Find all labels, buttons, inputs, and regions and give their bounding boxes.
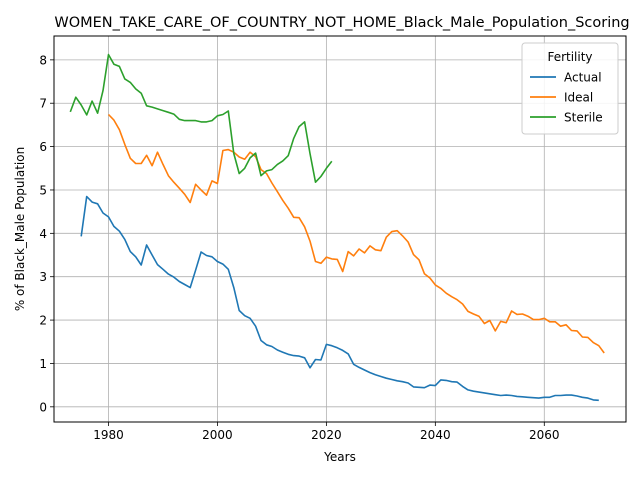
- series-layer: [69, 53, 605, 402]
- y-tick-label: 0: [39, 400, 47, 414]
- y-axis: 0 1 2 3 4 5 6 7 8: [39, 53, 54, 414]
- y-tick-label: 8: [39, 53, 47, 67]
- x-tick-label: 2040: [420, 428, 451, 442]
- y-tick-label: 6: [39, 140, 47, 154]
- y-tick-label: 3: [39, 270, 47, 284]
- x-tick-label: 1980: [93, 428, 124, 442]
- grid: [54, 36, 626, 422]
- y-tick-label: 7: [39, 97, 47, 111]
- legend-label-actual: Actual: [564, 71, 602, 85]
- y-axis-label: % of Black_Male Population: [13, 147, 27, 311]
- y-tick-label: 1: [39, 357, 47, 371]
- plot-frame: [53, 35, 627, 423]
- series-line-ideal: [107, 113, 605, 354]
- chart-title: WOMEN_TAKE_CARE_OF_COUNTRY_NOT_HOME_Blac…: [54, 15, 629, 31]
- x-tick-label: 2000: [202, 428, 233, 442]
- x-tick-label: 2060: [529, 428, 560, 442]
- legend-label-sterile: Sterile: [564, 111, 603, 125]
- series-line-sterile: [69, 53, 333, 183]
- x-axis-label: Years: [323, 450, 356, 464]
- y-tick-label: 4: [39, 227, 47, 241]
- legend-box: [521, 42, 619, 135]
- y-tick-label: 2: [39, 314, 47, 328]
- legend: Fertility Actual Ideal Sterile: [521, 42, 619, 135]
- x-tick-label: 2020: [311, 428, 342, 442]
- legend-title: Fertility: [547, 50, 592, 64]
- x-axis: 1980 2000 2020 2040 2060: [93, 422, 560, 442]
- legend-label-ideal: Ideal: [564, 91, 593, 105]
- y-tick-label: 5: [39, 183, 47, 197]
- series-line-actual: [80, 195, 599, 402]
